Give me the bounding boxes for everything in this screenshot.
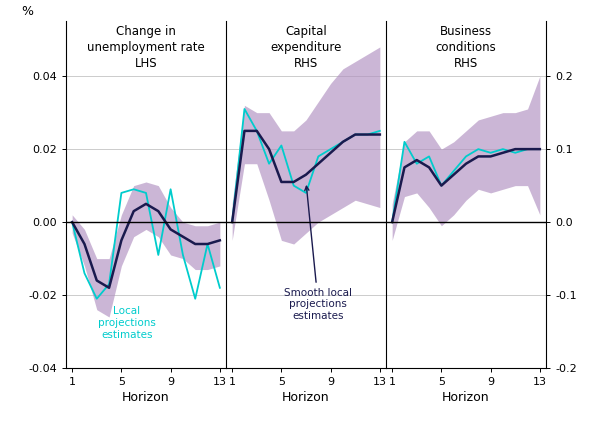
Text: Capital
expenditure
RHS: Capital expenditure RHS [271, 25, 341, 70]
X-axis label: Horizon: Horizon [122, 391, 170, 404]
Text: Business
conditions
RHS: Business conditions RHS [436, 25, 496, 70]
X-axis label: Horizon: Horizon [282, 391, 330, 404]
Text: Local
projections
estimates: Local projections estimates [98, 306, 156, 339]
X-axis label: Horizon: Horizon [442, 391, 490, 404]
Text: Smooth local
projections
estimates: Smooth local projections estimates [284, 186, 352, 321]
Text: %: % [21, 5, 33, 18]
Text: Change in
unemployment rate
LHS: Change in unemployment rate LHS [87, 25, 205, 70]
